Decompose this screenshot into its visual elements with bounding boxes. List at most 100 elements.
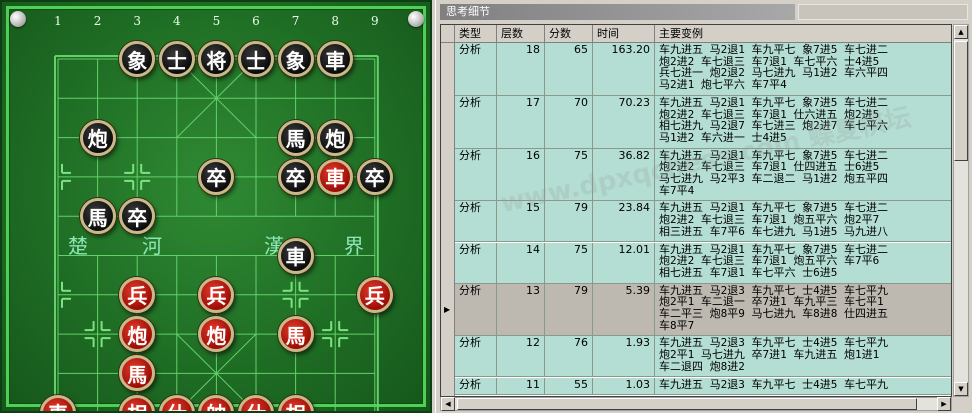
cell-pv: 车九进五 马2退1 车九平七 象7进5 车七进二 炮2进2 车七退三 车7退1 …: [659, 43, 888, 92]
corner-ball-icon: [10, 11, 26, 27]
cell-type: 分析: [455, 242, 497, 283]
table-header: 类型 层数 分数 时间 主要变例: [441, 25, 951, 43]
black-cannon-piece[interactable]: 炮: [317, 119, 354, 156]
red-chariot-piece[interactable]: 車: [317, 158, 354, 195]
column-header-pv[interactable]: 主要变例: [659, 27, 703, 40]
red-horse-piece[interactable]: 馬: [119, 355, 156, 392]
black-advisor-piece[interactable]: 士: [238, 41, 274, 77]
red-cannon-piece[interactable]: 炮: [119, 316, 156, 353]
cell-type: 分析: [455, 43, 497, 95]
header-indicator-cell: [441, 25, 455, 43]
cell-time: 1.03: [593, 377, 655, 395]
panel-title: 思考细节: [440, 4, 795, 20]
cell-score: 75: [545, 242, 593, 283]
black-horse-piece[interactable]: 馬: [79, 198, 116, 235]
table-row[interactable]: 分析 18 65 163.20 车九进五 马2退1 车九平七 象7进5 车七进二 炮2进…: [455, 43, 951, 96]
cell-type: 分析: [455, 377, 497, 395]
table-row[interactable]: 分析 16 75 36.82 车九进五 马2退1 车九平七 象7进5 车七进二 炮2进2…: [455, 148, 951, 202]
cell-depth: 16: [497, 148, 545, 201]
table-row[interactable]: 分析 14 75 12.01 车九进五 马2退1 车九平七 象7进5 车七进二 炮2进2…: [455, 242, 951, 284]
cell-type: 分析: [455, 95, 497, 148]
file-number-label: 2: [93, 14, 102, 28]
black-elephant-piece[interactable]: 象: [277, 41, 314, 77]
black-cannon-piece[interactable]: 炮: [79, 119, 116, 156]
cell-type: 分析: [455, 336, 497, 377]
cell-pv: 车九进五 马2退1 车九平七 象7进5 车七进二 炮2进2 车七退三 车7退1 …: [659, 95, 888, 144]
cell-score: 79: [545, 283, 593, 336]
cell-pv: 车九进五 马2退3 车九平七 士4进5 车七平九 炮2平1 马七进九 卒7进1 …: [659, 336, 888, 373]
file-number-label: 6: [252, 14, 260, 28]
file-number-label: 3: [133, 14, 141, 28]
cell-time: 70.23: [593, 95, 655, 148]
file-number-label: 5: [212, 14, 221, 28]
selected-row-arrow-icon: ▶: [444, 305, 451, 314]
cell-score: 79: [545, 201, 593, 242]
cell-pv: 车九进五 马2退3 车九平七 士4进5 车七平九 炮2平1 车二退一 卒7进1 …: [659, 283, 888, 332]
cell-pv: 车九进五 马2退1 车九平七 象7进5 车七进二 炮2进2 车七退三 车7退1 …: [659, 201, 888, 238]
file-number-label: 9: [370, 14, 379, 28]
analysis-table[interactable]: 类型 层数 分数 时间 主要变例 分析 18 65 163.20 车九进五 马2退1 车…: [440, 24, 952, 397]
scroll-left-button[interactable]: ◀: [441, 397, 455, 411]
cell-depth: 11: [497, 377, 545, 395]
file-number-label: 1: [54, 14, 62, 28]
red-cannon-piece[interactable]: 炮: [198, 316, 235, 353]
horizontal-scrollbar[interactable]: ◀ ▶: [440, 397, 952, 411]
cell-score: 65: [545, 43, 593, 95]
file-number-label: 7: [291, 14, 300, 28]
vertical-scrollbar[interactable]: ▲ ▼: [953, 24, 969, 397]
scroll-right-button[interactable]: ▶: [937, 397, 951, 411]
cell-depth: 12: [497, 336, 545, 377]
cell-depth: 17: [497, 95, 545, 148]
red-pawn-piece[interactable]: 兵: [356, 276, 393, 313]
red-pawn-piece[interactable]: 兵: [119, 276, 156, 313]
cell-depth: 13: [497, 283, 545, 336]
black-soldier-piece[interactable]: 卒: [356, 158, 393, 195]
column-header-score[interactable]: 分数: [545, 25, 593, 43]
black-soldier-piece[interactable]: 卒: [119, 198, 156, 235]
river-text-jie: 界: [344, 234, 366, 258]
cell-score: 70: [545, 95, 593, 148]
scroll-up-button[interactable]: ▲: [954, 25, 968, 39]
cell-time: 1.93: [593, 336, 655, 377]
scroll-down-button[interactable]: ▼: [954, 382, 968, 396]
black-general-piece[interactable]: 将: [198, 41, 235, 77]
table-row[interactable]: 分析 11 55 1.03 车九进五 马2退3 车九平七 士4进5 车七平九: [455, 377, 951, 396]
vertical-scroll-thumb[interactable]: [954, 41, 968, 161]
file-number-label: 8: [331, 14, 339, 28]
table-row[interactable]: 分析 13 79 5.39 车九进五 马2退3 车九平七 士4进5 车七平九 炮2平1 …: [455, 283, 951, 337]
cell-pv: 车九进五 马2退1 车九平七 象7进5 车七进二 炮2进2 车七退三 车7退1 …: [659, 242, 888, 279]
panel-title-filler: [798, 4, 968, 20]
black-horse-piece[interactable]: 馬: [277, 119, 314, 156]
table-row[interactable]: 分析 12 76 1.93 车九进五 马2退3 车九平七 士4进5 车七平九 炮2平1 …: [455, 336, 951, 378]
black-elephant-piece[interactable]: 象: [119, 41, 156, 77]
cell-score: 55: [545, 377, 593, 395]
column-header-depth[interactable]: 层数: [497, 25, 545, 43]
black-chariot-piece[interactable]: 車: [277, 237, 314, 274]
cell-type: 分析: [455, 283, 497, 336]
black-chariot-piece[interactable]: 車: [317, 41, 354, 77]
black-soldier-piece[interactable]: 卒: [277, 158, 314, 195]
cell-type: 分析: [455, 201, 497, 242]
cell-time: 23.84: [593, 201, 655, 242]
red-horse-piece[interactable]: 馬: [277, 316, 314, 353]
cell-pv: 车九进五 马2退3 车九平七 士4进5 车七平九: [659, 377, 888, 391]
red-pawn-piece[interactable]: 兵: [198, 276, 235, 313]
black-advisor-piece[interactable]: 士: [158, 41, 195, 77]
cell-time: 5.39: [593, 283, 655, 336]
black-soldier-piece[interactable]: 卒: [198, 158, 235, 195]
table-row[interactable]: 分析 15 79 23.84 车九进五 马2退1 车九平七 象7进5 车七进二 炮2进2…: [455, 201, 951, 243]
cell-type: 分析: [455, 148, 497, 201]
cell-time: 36.82: [593, 148, 655, 201]
cell-pv: 车九进五 马2退1 车九平七 象7进5 车七进二 炮2进2 车七退三 车7退1 …: [659, 148, 888, 197]
cell-time: 163.20: [593, 43, 655, 95]
cell-depth: 18: [497, 43, 545, 95]
column-header-time[interactable]: 时间: [593, 25, 655, 43]
column-header-type[interactable]: 类型: [455, 25, 497, 43]
corner-ball-icon: [408, 11, 424, 27]
horizontal-scroll-thumb[interactable]: [457, 398, 917, 410]
table-row[interactable]: 分析 17 70 70.23 车九进五 马2退1 车九平七 象7进5 车七进二 炮2进2…: [455, 95, 951, 149]
cell-time: 12.01: [593, 242, 655, 283]
river-text-chu: 楚: [68, 234, 90, 258]
